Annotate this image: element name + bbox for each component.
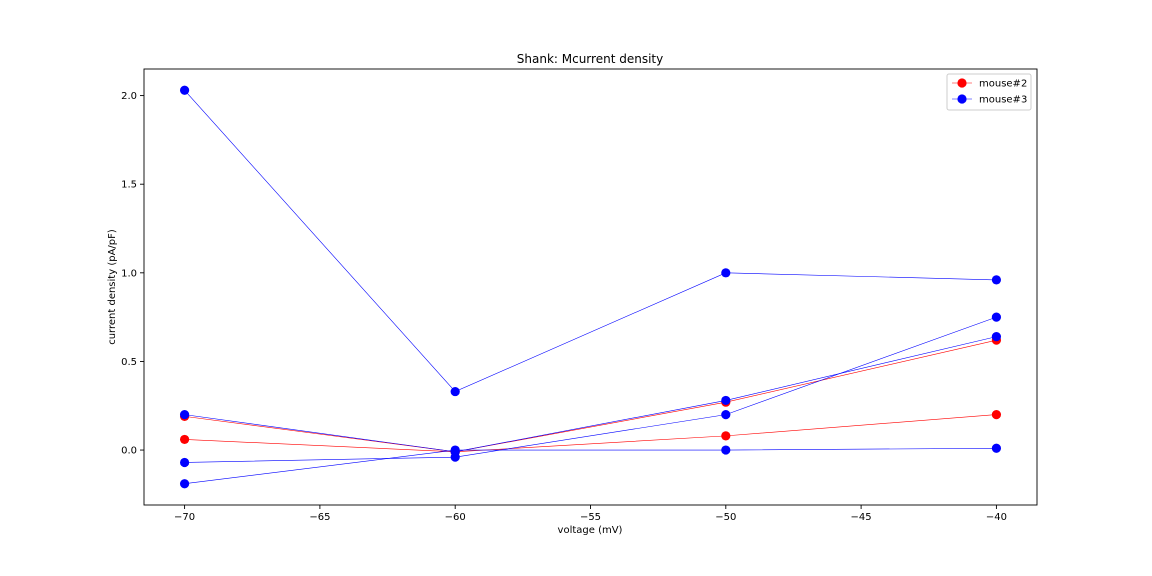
y-tick-label: 2.0	[121, 91, 137, 102]
y-axis-label: current density (pA/pF)	[107, 229, 118, 345]
series-1	[179, 335, 1002, 457]
data-point	[721, 410, 731, 420]
data-point	[991, 275, 1002, 285]
series-2	[179, 410, 1002, 457]
x-axis-label: voltage (mV)	[558, 525, 623, 536]
data-point	[450, 452, 460, 462]
x-tick-label: −50	[715, 512, 736, 523]
series-line	[184, 90, 997, 392]
axes: −70 −65 −60 −55 −50 −45 −40 0.0 0.5 1.0 1.5 2.0	[121, 68, 1038, 523]
series-line	[184, 336, 997, 453]
data-point	[179, 434, 190, 445]
legend-label: mouse#3	[979, 95, 1027, 106]
plot-frame	[143, 68, 1038, 506]
series-line	[184, 339, 997, 453]
chart-title: Shank: Mcurrent density	[517, 52, 663, 66]
data-point	[450, 445, 460, 455]
data-point	[721, 395, 731, 406]
series-6	[179, 443, 1002, 489]
legend-marker	[957, 78, 967, 88]
series-line	[184, 316, 997, 463]
data-point	[721, 431, 731, 441]
y-tick-label: 1.0	[121, 268, 137, 279]
series-line	[184, 414, 997, 453]
data-point	[991, 410, 1002, 420]
x-tick-label: −60	[445, 512, 466, 523]
y-tick-label: 0.0	[121, 446, 137, 457]
data-point	[179, 479, 190, 489]
data-point	[991, 332, 1002, 342]
legend: mouse#2 mouse#3	[946, 73, 1032, 111]
x-tick-label: −65	[309, 512, 330, 523]
series-line	[184, 447, 997, 485]
data-point	[450, 386, 460, 397]
series-3	[179, 85, 1002, 397]
x-tick-label: −55	[580, 512, 601, 523]
x-tick-label: −45	[851, 512, 872, 523]
legend-item: mouse#3	[952, 94, 1027, 106]
x-tick-label: −40	[986, 512, 1007, 523]
data-point	[179, 85, 190, 95]
data-point	[991, 312, 1002, 322]
data-point	[721, 268, 731, 278]
legend-item: mouse#2	[952, 78, 1027, 90]
plot-area	[179, 85, 1002, 489]
x-tick-label: −70	[174, 512, 195, 523]
y-tick-label: 1.5	[121, 180, 137, 191]
series-5	[179, 312, 1002, 468]
legend-marker	[957, 94, 967, 104]
data-point	[991, 443, 1002, 453]
legend-label: mouse#2	[979, 79, 1027, 90]
data-point	[179, 410, 190, 420]
data-point	[721, 445, 731, 455]
y-tick-label: 0.5	[121, 357, 137, 368]
data-point	[179, 457, 190, 468]
series-4	[179, 332, 1002, 457]
